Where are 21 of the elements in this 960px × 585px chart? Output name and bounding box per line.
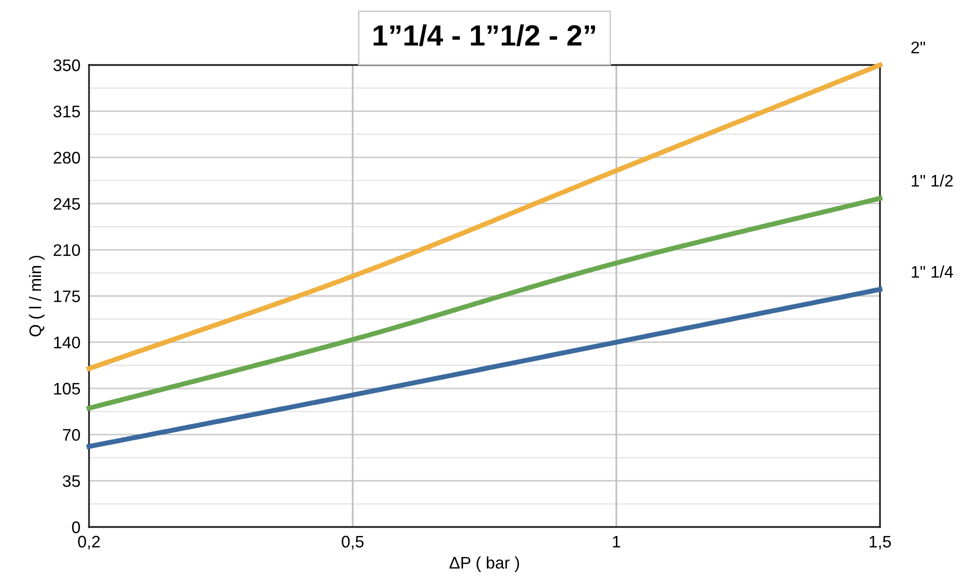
x-tick-label: 0,5: [342, 536, 364, 550]
y-tick-label: 210: [54, 244, 80, 256]
y-axis-title: Q ( l / min ): [28, 256, 45, 336]
y-tick-label: 245: [54, 198, 80, 210]
y-tick-label: 280: [54, 152, 80, 164]
chart-title: 1”1/4 - 1”1/2 - 2”: [374, 24, 596, 46]
y-tick-label: 70: [62, 429, 80, 441]
text: 1" 1/4: [912, 266, 954, 278]
y-tick-label: 315: [53, 106, 80, 118]
x-tick-label: 0,2: [78, 536, 100, 550]
y-tick-label: 350: [53, 59, 80, 72]
y-tick-label: 140: [54, 336, 80, 348]
x-tick-label: 1: [612, 536, 620, 548]
y-tick-label: 0: [72, 521, 80, 534]
text: 2": [911, 42, 926, 54]
y-tick-label: 175: [54, 290, 80, 302]
y-tick-label: 35: [62, 475, 80, 488]
x-tick-label: 1,5: [870, 536, 891, 550]
x-axis-title: ΔP ( bar ): [449, 556, 519, 572]
text: 1" 1/2: [912, 174, 953, 187]
y-tick-label: 105: [54, 382, 80, 395]
